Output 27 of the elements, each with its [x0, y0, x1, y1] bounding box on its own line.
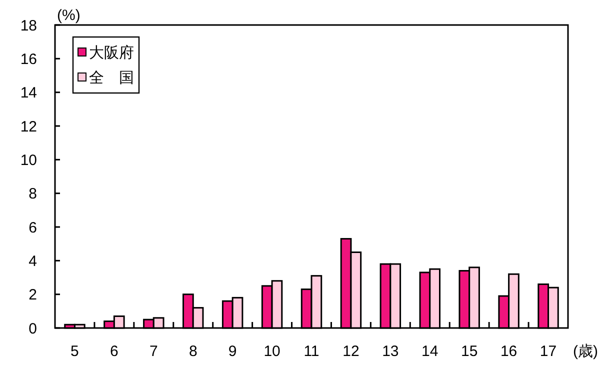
x-tick-label: 15: [461, 343, 478, 360]
x-tick-label: 7: [149, 343, 158, 360]
y-tick-label: 4: [28, 252, 37, 270]
y-axis-title: (%): [57, 7, 80, 24]
x-axis-title: (歳): [573, 343, 598, 360]
x-tick-label: 16: [500, 343, 518, 360]
x-tick-label: 8: [188, 343, 198, 360]
x-tick-label: 10: [264, 343, 280, 360]
y-tick-label: 0: [28, 320, 37, 338]
y-tick-label: 14: [20, 84, 37, 102]
x-tick-label: 5: [70, 343, 79, 360]
legend-label: 全 国: [89, 69, 134, 86]
y-tick-label: 6: [28, 219, 37, 236]
x-tick-label: 6: [110, 343, 118, 360]
x-tick-label: 17: [540, 343, 557, 360]
y-tick-label: 12: [20, 118, 37, 136]
x-tick-label: 13: [382, 343, 399, 360]
y-tick-label: 10: [20, 152, 37, 169]
x-tick-label: 12: [342, 343, 360, 360]
legend-label: 大阪府: [89, 44, 134, 62]
x-tick-label: 9: [228, 343, 237, 360]
x-tick-label: 14: [422, 343, 438, 360]
x-tick-label: 11: [304, 343, 320, 360]
y-tick-label: 8: [28, 186, 37, 203]
y-tick-label: 16: [20, 50, 37, 68]
y-tick-label: 2: [28, 286, 37, 304]
y-tick-label: 18: [20, 17, 37, 34]
